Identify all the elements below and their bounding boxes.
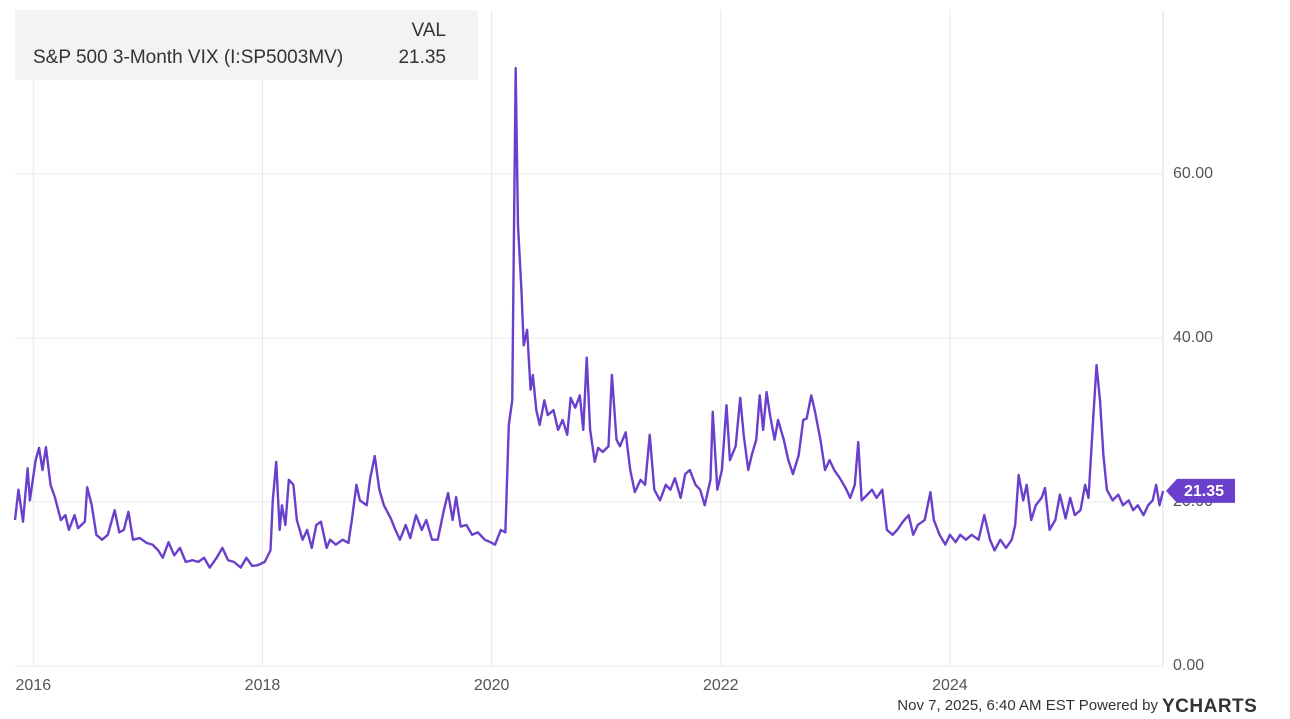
x-tick-label: 2016 bbox=[16, 677, 52, 694]
y-tick-label: 60.00 bbox=[1173, 165, 1213, 182]
series-line bbox=[13, 67, 1165, 569]
legend-value: 21.35 bbox=[398, 47, 446, 68]
legend-box bbox=[15, 10, 478, 80]
y-tick-label: 0.00 bbox=[1173, 657, 1204, 674]
plot-area bbox=[15, 10, 1164, 667]
x-tick-label: 2020 bbox=[474, 677, 510, 694]
legend-series-name: S&P 500 3-Month VIX (I:SP5003MV) bbox=[33, 47, 343, 68]
logo: YCHARTS bbox=[1162, 696, 1257, 717]
source-note: Nov 7, 2025, 6:40 AM EST Powered by bbox=[897, 697, 1158, 714]
last-value-badge bbox=[1166, 478, 1235, 503]
y-tick-label: 40.00 bbox=[1173, 329, 1213, 346]
x-tick-label: 2022 bbox=[703, 677, 739, 694]
last-value-label: 21.35 bbox=[1184, 483, 1224, 500]
legend-header: VAL bbox=[411, 20, 446, 41]
x-tick-label: 2018 bbox=[245, 677, 281, 694]
x-tick-label: 2024 bbox=[932, 677, 968, 694]
